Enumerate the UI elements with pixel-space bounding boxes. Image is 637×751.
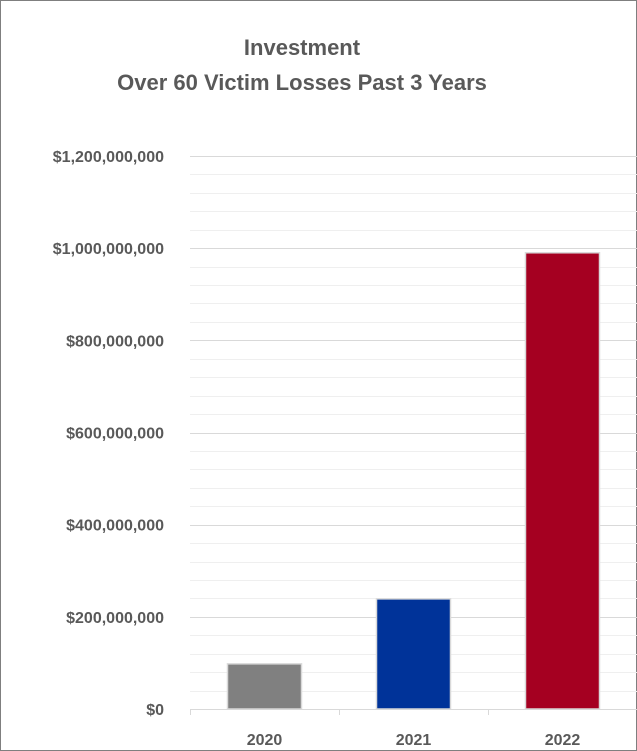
bar-2021 — [375, 598, 452, 710]
bar-2022 — [524, 252, 601, 710]
y-tick-label: $1,000,000,000 — [53, 241, 164, 258]
y-axis-tick-labels: $0 $200,000,000 $400,000,000 $600,000,000 $8… — [53, 149, 164, 719]
x-tick-label: 2021 — [396, 732, 432, 749]
y-tick-label: $400,000,000 — [66, 518, 164, 535]
y-tick-label: $1,200,000,000 — [53, 149, 164, 166]
chart-subtitle: Over 60 Victim Losses Past 3 Years — [117, 70, 487, 95]
bar-2020 — [226, 663, 303, 710]
y-tick-label: $0 — [146, 702, 164, 719]
bars — [226, 252, 601, 710]
y-tick-label: $800,000,000 — [66, 333, 164, 350]
x-tick-label: 2020 — [247, 732, 283, 749]
y-tick-label: $600,000,000 — [66, 426, 164, 443]
y-tick-label: $200,000,000 — [66, 610, 164, 627]
x-axis — [190, 709, 637, 715]
chart-title: Investment — [243, 35, 361, 60]
x-axis-tick-labels: 2020 2021 2022 — [247, 732, 581, 749]
chart-title-block: Investment Over 60 Victim Losses Past 3 … — [0, 30, 604, 100]
x-tick-label: 2022 — [545, 732, 581, 749]
